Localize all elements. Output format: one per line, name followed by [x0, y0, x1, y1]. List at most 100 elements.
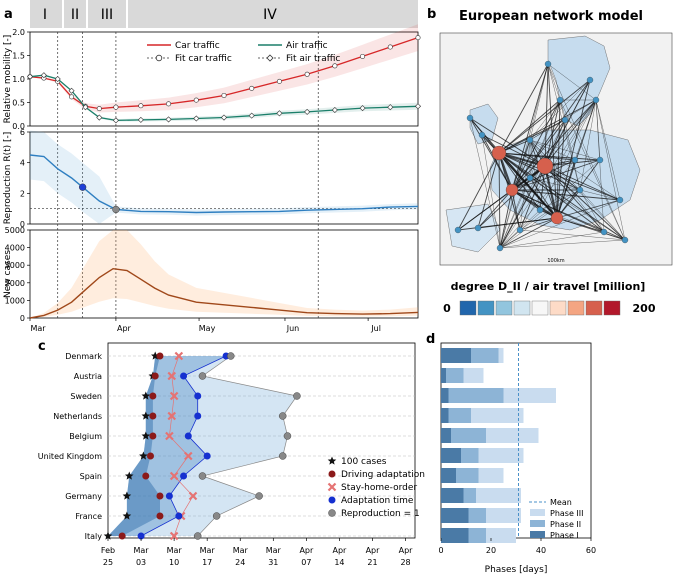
country-label: Denmark [65, 352, 102, 361]
network-edge [579, 99, 597, 191]
bar-phase-i [441, 468, 456, 483]
network-edge [519, 139, 531, 231]
stay-home-line [169, 355, 194, 537]
marker-driving-adaptation [142, 472, 150, 480]
fit-car-marker [415, 35, 421, 41]
fit-car-marker [193, 97, 199, 103]
fit-air-marker [54, 75, 61, 83]
bar-phase-iii [478, 468, 504, 483]
fit-air-marker [40, 72, 47, 79]
network-edge [499, 199, 621, 249]
network-node [596, 156, 604, 164]
marker-reproduction-1 [293, 392, 301, 400]
marker-100-cases [141, 411, 151, 420]
fit-air-marker [112, 117, 119, 124]
network-edge [539, 189, 581, 211]
reproduction-tick-label: 4 [20, 159, 25, 168]
timeline-legend: 100 cases Driving adaptation Stay-home-o… [327, 456, 425, 519]
marker-driving-adaptation [149, 432, 157, 440]
legend-100-cases: 100 cases [341, 457, 387, 467]
reproduction-band [30, 130, 418, 224]
phases-bars [441, 343, 556, 543]
network-node [586, 76, 594, 84]
bar-phase-iii [486, 528, 516, 543]
marker-stay-home [188, 491, 198, 501]
cases-band [30, 230, 418, 318]
fit-air-marker [414, 103, 422, 110]
country-label: Spain [80, 472, 102, 481]
phase-label-1: I [43, 7, 47, 23]
mobility-tick-label: 0.5 [12, 99, 25, 108]
marker-reproduction-1 [255, 492, 263, 500]
mobility-line-1 [29, 74, 419, 122]
fit-car-marker [166, 101, 172, 107]
reproduction-line-c [197, 355, 298, 537]
country-label: Italy [85, 532, 103, 541]
date-tick-day: 17 [202, 558, 212, 567]
marker-adaptation-time [180, 472, 188, 480]
network-edge [556, 199, 621, 219]
legend-phase3: Phase III [550, 509, 584, 518]
network-node [576, 186, 584, 194]
date-tick-day: 03 [136, 558, 146, 567]
network-edge [529, 63, 549, 141]
network-edge [477, 217, 558, 229]
marker-stay-home [169, 531, 179, 541]
country-label: Austria [74, 372, 102, 381]
bar-phase-i [441, 348, 471, 363]
reproduction-plot [29, 130, 419, 224]
bar-phase-i [441, 508, 469, 523]
panel-label-d: d [426, 332, 435, 347]
network-node [516, 226, 524, 234]
marker-100-cases [103, 531, 113, 540]
fit-car-marker [69, 94, 75, 100]
bar-phase-i [441, 488, 464, 503]
network-edge [511, 139, 531, 191]
bar-phase-ii [448, 408, 471, 423]
fit-air-marker [82, 104, 89, 111]
reproduction-line [29, 154, 419, 214]
date-tick-day: 07 [301, 558, 311, 567]
network-node [491, 145, 507, 161]
network-node [592, 96, 600, 104]
legend-star-icon [327, 456, 337, 465]
bar-phase-ii [461, 448, 479, 463]
network-edge [547, 63, 597, 101]
network-edge [457, 152, 500, 231]
cases-tick-label: 4000 [5, 244, 25, 253]
network-edge [499, 189, 581, 249]
network-edge [477, 165, 546, 229]
reproduction-ylabel: Reproduction R(t) [-] [3, 132, 13, 225]
bar-phase-ii [463, 488, 476, 503]
date-tick-month: Mar [266, 546, 282, 555]
marker-reproduction-1 [227, 352, 235, 360]
network-edge [529, 99, 561, 141]
network-edge [499, 231, 605, 249]
network-edge [529, 139, 605, 233]
cases-tick-label: 0 [20, 314, 25, 323]
fit-air-marker [68, 87, 75, 94]
marker-driving-adaptation [118, 532, 126, 540]
marker-adaptation-time [175, 512, 183, 520]
bar-phase-iii [463, 368, 484, 383]
phase-label-3: III [101, 7, 113, 23]
fit-car-marker [276, 78, 282, 84]
marker-100-cases [125, 471, 134, 480]
network-edge [499, 217, 558, 249]
date-tick-month: Apr [366, 546, 381, 555]
network-edge [579, 189, 621, 201]
marker-reproduction-1 [279, 412, 287, 420]
cases-line [29, 267, 419, 319]
mobility-tick-label: 1.5 [12, 52, 25, 61]
bar-phase-ii [468, 528, 486, 543]
network-edge [544, 63, 549, 167]
network-edge [547, 63, 558, 219]
fit-car-marker [304, 71, 310, 77]
legend-phase1: Phase I [550, 531, 579, 540]
cases-tick-label: 3000 [5, 261, 25, 270]
fit-car-marker [96, 106, 102, 112]
date-tick-month: Apr [399, 546, 414, 555]
country-label: Netherlands [53, 412, 102, 421]
marker-adaptation-time [184, 432, 192, 440]
mobility-band-1 [30, 75, 418, 122]
